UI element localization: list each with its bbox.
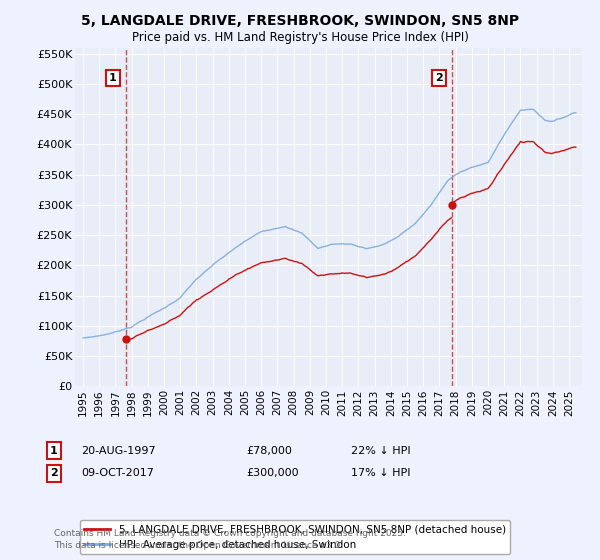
- Text: Contains HM Land Registry data © Crown copyright and database right 2025.
This d: Contains HM Land Registry data © Crown c…: [54, 529, 406, 550]
- Text: 1: 1: [50, 446, 58, 456]
- Text: 2: 2: [435, 73, 443, 83]
- Text: £78,000: £78,000: [246, 446, 292, 456]
- Text: 09-OCT-2017: 09-OCT-2017: [81, 468, 154, 478]
- Text: £300,000: £300,000: [246, 468, 299, 478]
- Text: 20-AUG-1997: 20-AUG-1997: [81, 446, 155, 456]
- Text: 22% ↓ HPI: 22% ↓ HPI: [351, 446, 410, 456]
- Text: Price paid vs. HM Land Registry's House Price Index (HPI): Price paid vs. HM Land Registry's House …: [131, 31, 469, 44]
- Legend: 5, LANGDALE DRIVE, FRESHBROOK, SWINDON, SN5 8NP (detached house), HPI: Average p: 5, LANGDALE DRIVE, FRESHBROOK, SWINDON, …: [80, 520, 510, 554]
- Text: 1: 1: [109, 73, 117, 83]
- Text: 17% ↓ HPI: 17% ↓ HPI: [351, 468, 410, 478]
- Text: 5, LANGDALE DRIVE, FRESHBROOK, SWINDON, SN5 8NP: 5, LANGDALE DRIVE, FRESHBROOK, SWINDON, …: [81, 14, 519, 28]
- Text: 2: 2: [50, 468, 58, 478]
